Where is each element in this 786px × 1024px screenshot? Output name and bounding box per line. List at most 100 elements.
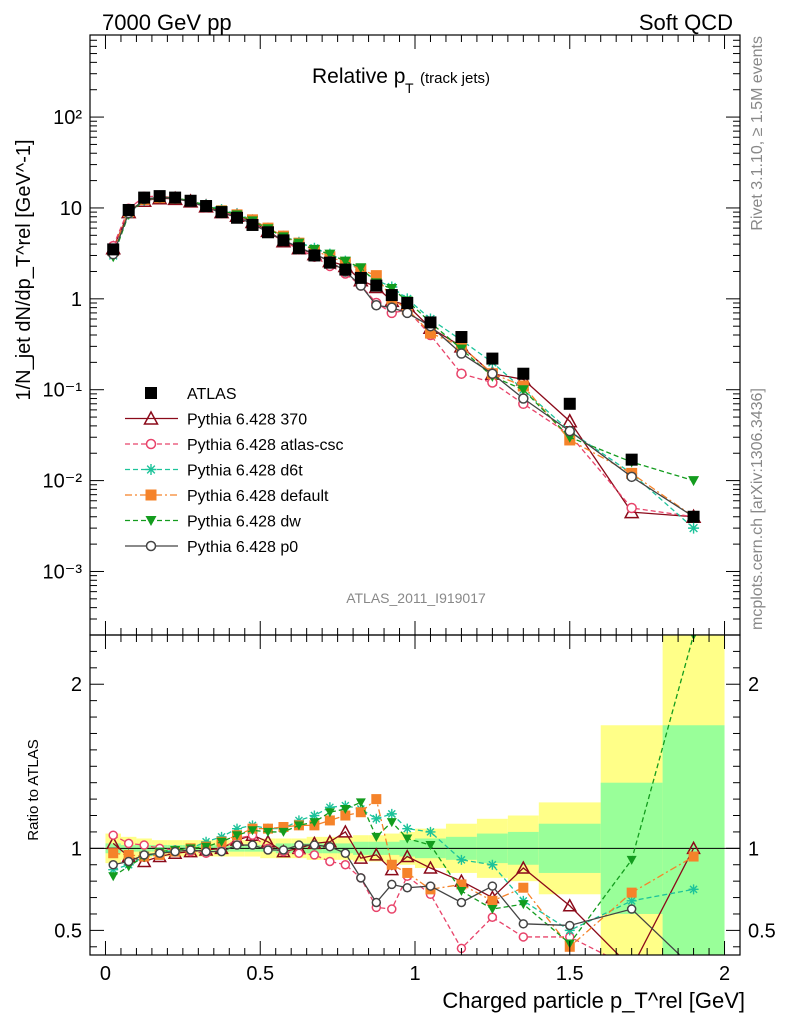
header-left: 7000 GeV pp bbox=[102, 10, 232, 35]
ratio-point bbox=[325, 856, 335, 867]
ratio-point bbox=[518, 882, 529, 893]
ratio-point bbox=[278, 845, 289, 855]
ratio-point bbox=[185, 845, 196, 855]
legend-label: Pythia 6.428 d6t bbox=[187, 463, 303, 480]
band-stat bbox=[662, 725, 725, 955]
ratio-point bbox=[108, 864, 119, 875]
ratio-point bbox=[690, 964, 698, 972]
ratio-point bbox=[340, 810, 351, 821]
ratio-point bbox=[356, 873, 366, 883]
data-point bbox=[231, 211, 244, 224]
ratio-panel bbox=[89, 634, 741, 973]
data-point bbox=[370, 270, 382, 282]
ratio-point bbox=[402, 834, 413, 844]
ratio-point bbox=[216, 846, 227, 857]
ratio-point bbox=[626, 887, 637, 898]
ratio-point bbox=[325, 841, 335, 852]
legend-entry: Pythia 6.428 dw bbox=[125, 514, 301, 531]
ratio-point bbox=[487, 912, 498, 923]
ratio-point bbox=[247, 826, 258, 836]
data-point bbox=[626, 471, 637, 483]
ratio-point bbox=[324, 808, 335, 818]
legend-entry: ATLAS bbox=[145, 386, 237, 403]
ratio-point bbox=[564, 925, 575, 936]
data-point bbox=[564, 425, 576, 437]
legend-label: Pythia 6.428 dw bbox=[187, 514, 301, 531]
ratio-point bbox=[123, 849, 134, 860]
data-point bbox=[486, 352, 499, 365]
ratio-point bbox=[278, 822, 289, 832]
data-point bbox=[563, 397, 576, 410]
ratio-point bbox=[139, 840, 149, 850]
ratio-point bbox=[456, 879, 467, 890]
data-point bbox=[424, 327, 436, 339]
ratio-point bbox=[340, 848, 351, 859]
y-tick-label-bottom-right: 0.5 bbox=[748, 920, 776, 942]
data-point bbox=[401, 296, 414, 309]
ratio-point bbox=[626, 895, 637, 906]
y-axis-label-bottom: Ratio to ATLAS bbox=[25, 739, 42, 840]
legend-entry: Pythia 6.428 370 bbox=[125, 410, 307, 429]
x-tick-label: 2 bbox=[719, 963, 730, 985]
ratio-point bbox=[487, 881, 498, 891]
ratio-point bbox=[688, 851, 699, 862]
data-point bbox=[688, 476, 700, 487]
ratio-point bbox=[139, 850, 149, 860]
ratio-point bbox=[690, 964, 698, 972]
legend-entry: Pythia 6.428 p0 bbox=[125, 539, 298, 556]
data-point bbox=[215, 206, 228, 219]
data-point bbox=[487, 368, 498, 379]
data-point bbox=[402, 307, 413, 319]
y-tick-label-top: 10⁻¹ bbox=[43, 380, 83, 402]
ratio-point bbox=[487, 859, 498, 870]
ratio-point bbox=[518, 932, 529, 942]
series-line bbox=[112, 196, 695, 529]
ratio-point bbox=[371, 897, 382, 908]
ratio-point bbox=[626, 962, 638, 973]
y-axis-bottom: 0.5 0.5 1 1 2 2 bbox=[54, 650, 776, 948]
data-point bbox=[138, 191, 151, 204]
data-point bbox=[122, 203, 135, 216]
data-point bbox=[626, 502, 637, 514]
ratio-point bbox=[425, 826, 436, 837]
data-point bbox=[323, 256, 336, 269]
ratio-point bbox=[247, 840, 258, 850]
y-tick-label-bottom: 2 bbox=[71, 674, 82, 696]
legend-label: Pythia 6.428 p0 bbox=[187, 539, 298, 556]
data-point bbox=[354, 271, 367, 284]
data-point bbox=[370, 279, 383, 292]
data-point bbox=[355, 263, 367, 274]
ratio-point bbox=[108, 848, 119, 859]
ratio-point bbox=[565, 920, 575, 931]
data-point bbox=[424, 316, 437, 329]
ratio-point bbox=[688, 884, 699, 895]
ratio-point bbox=[309, 818, 320, 828]
ratio-point bbox=[423, 860, 438, 874]
ratio-point bbox=[425, 881, 436, 891]
y-axis-label-top: 1/N_jet dN/dp_T^rel [GeV^-1] bbox=[13, 139, 35, 400]
ratio-point bbox=[170, 846, 180, 857]
ratio-point bbox=[456, 854, 467, 865]
watermark: ATLAS_2011_I919017 bbox=[346, 590, 486, 606]
ratio-point bbox=[355, 798, 366, 808]
mcplots-label: mcplots.cern.ch [arXiv:1306.3436] bbox=[749, 388, 766, 630]
ratio-point bbox=[626, 904, 637, 914]
ratio-point bbox=[487, 895, 498, 906]
header-right: Soft QCD bbox=[639, 10, 733, 35]
ratio-point bbox=[293, 821, 304, 831]
ratio-point bbox=[309, 850, 320, 860]
data-point bbox=[169, 191, 182, 204]
data-point bbox=[688, 522, 700, 534]
ratio-point bbox=[386, 808, 397, 819]
data-point bbox=[339, 256, 351, 267]
ratio-point bbox=[562, 898, 578, 912]
legend-entry: Pythia 6.428 d6t bbox=[125, 463, 303, 480]
data-point bbox=[456, 348, 467, 359]
data-point bbox=[292, 242, 305, 255]
ratio-point bbox=[371, 832, 382, 842]
data-point bbox=[261, 226, 274, 239]
legend-label: Pythia 6.428 370 bbox=[187, 412, 307, 429]
ratio-point bbox=[123, 838, 134, 849]
ratio-point bbox=[201, 846, 211, 857]
